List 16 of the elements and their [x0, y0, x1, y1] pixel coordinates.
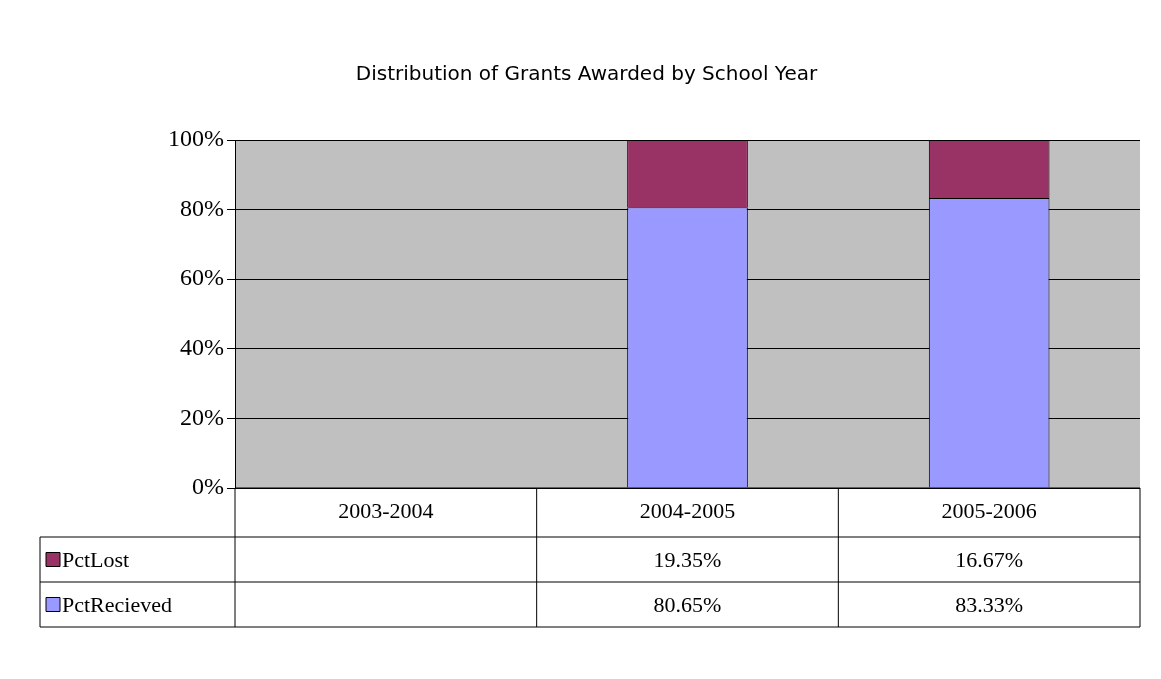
data-label: 16.67%	[955, 547, 1024, 573]
x-tick-label: 2003-2004	[338, 498, 434, 524]
legend-label: PctRecieved	[62, 592, 172, 618]
data-label: 19.35%	[653, 547, 722, 573]
y-tick-label: 80%	[180, 194, 224, 221]
y-tick-label: 0%	[192, 473, 224, 500]
y-tick-label: 100%	[168, 125, 224, 152]
x-tick-label: 2004-2005	[639, 498, 736, 524]
chart-title: Distribution of Grants Awarded by School Year	[355, 61, 818, 86]
data-label: 83.33%	[955, 592, 1024, 618]
y-tick-label: 60%	[180, 264, 224, 291]
data-label: 80.65%	[653, 592, 722, 618]
y-tick-label: 20%	[180, 403, 224, 430]
legend-label: PctLost	[62, 547, 130, 573]
x-tick-label: 2005-2006	[941, 498, 1037, 524]
y-tick-label: 40%	[180, 334, 224, 361]
